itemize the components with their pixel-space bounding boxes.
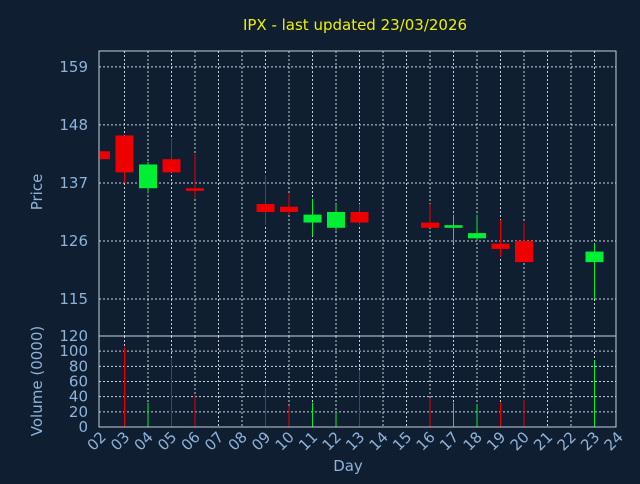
price-y-tick-label: 137 bbox=[59, 174, 88, 192]
candle-body bbox=[585, 251, 604, 263]
price-y-tick-label: 126 bbox=[59, 232, 88, 250]
volume-y-tick-label: 80 bbox=[69, 357, 88, 375]
x-tick-labels: 0203040506070809101112131415161718192021… bbox=[84, 428, 627, 454]
candle-body bbox=[515, 241, 533, 263]
x-axis-label: Day bbox=[333, 457, 363, 475]
price-grid bbox=[99, 51, 616, 336]
candle-body bbox=[186, 188, 204, 191]
price-y-tick-label: 148 bbox=[59, 116, 88, 134]
candle-body bbox=[491, 243, 510, 249]
candle-body bbox=[327, 211, 345, 228]
candle-body bbox=[468, 233, 486, 239]
volume-y-tick-label: 20 bbox=[69, 403, 88, 421]
chart-title: IPX - last updated 23/03/2026 bbox=[243, 16, 467, 34]
candles bbox=[100, 135, 604, 300]
volume-y-tick-label: 40 bbox=[69, 388, 88, 406]
candle-body bbox=[421, 222, 439, 228]
price-axis-label: Price bbox=[28, 174, 46, 211]
candle-body bbox=[162, 159, 181, 173]
candle-body bbox=[350, 211, 369, 223]
volume-top-label: 120 bbox=[59, 327, 88, 345]
volume-y-tick-label: 0 bbox=[78, 418, 88, 436]
price-y-tick-label: 115 bbox=[59, 290, 88, 308]
volume-y-tick-label: 100 bbox=[59, 342, 88, 360]
candle-body bbox=[256, 204, 275, 212]
price-y-tick-labels: 159 148 137 126 115 bbox=[59, 58, 88, 308]
candle-body bbox=[115, 135, 134, 173]
candle-body bbox=[139, 164, 157, 189]
candle-body bbox=[100, 151, 110, 160]
volume-axis-label: Volume (0000) bbox=[28, 326, 46, 436]
volume-y-tick-label: 60 bbox=[69, 373, 88, 391]
volume-panel-frame bbox=[98, 335, 617, 428]
price-y-tick-label: 159 bbox=[59, 58, 88, 76]
volume-bars bbox=[124, 347, 595, 427]
candle-body bbox=[303, 214, 322, 223]
candle-body bbox=[444, 225, 463, 228]
candle-body bbox=[280, 206, 298, 212]
